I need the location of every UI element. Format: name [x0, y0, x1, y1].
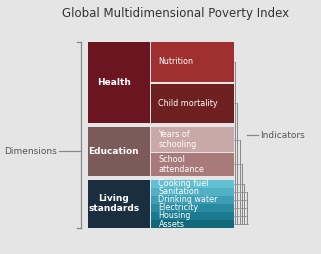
Text: Education: Education: [89, 147, 139, 156]
Bar: [151, 180, 234, 188]
Text: Living
standards: Living standards: [88, 194, 139, 214]
Text: Cooking fuel: Cooking fuel: [159, 179, 209, 188]
Text: Years of
schooling: Years of schooling: [159, 130, 197, 149]
Bar: [88, 180, 150, 228]
Text: School
attendance: School attendance: [159, 155, 204, 174]
Text: Assets: Assets: [159, 219, 185, 229]
Text: Child mortality: Child mortality: [159, 99, 218, 108]
Bar: [151, 84, 234, 123]
Bar: [151, 127, 234, 152]
Bar: [151, 204, 234, 212]
Text: Global Multidimensional Poverty Index: Global Multidimensional Poverty Index: [62, 7, 289, 20]
Bar: [151, 220, 234, 228]
Bar: [151, 188, 234, 196]
Text: Nutrition: Nutrition: [159, 57, 194, 66]
Text: Housing: Housing: [159, 211, 191, 220]
Text: Drinking water: Drinking water: [159, 195, 218, 204]
Bar: [88, 127, 150, 176]
Text: Electricity: Electricity: [159, 203, 199, 212]
Text: Sanitation: Sanitation: [159, 187, 199, 196]
Bar: [151, 42, 234, 82]
Bar: [151, 153, 234, 176]
Bar: [151, 196, 234, 204]
Text: Health: Health: [97, 78, 131, 87]
Bar: [151, 212, 234, 220]
Bar: [88, 42, 150, 123]
Text: Indicators: Indicators: [260, 131, 305, 140]
Text: Dimensions: Dimensions: [4, 147, 57, 156]
